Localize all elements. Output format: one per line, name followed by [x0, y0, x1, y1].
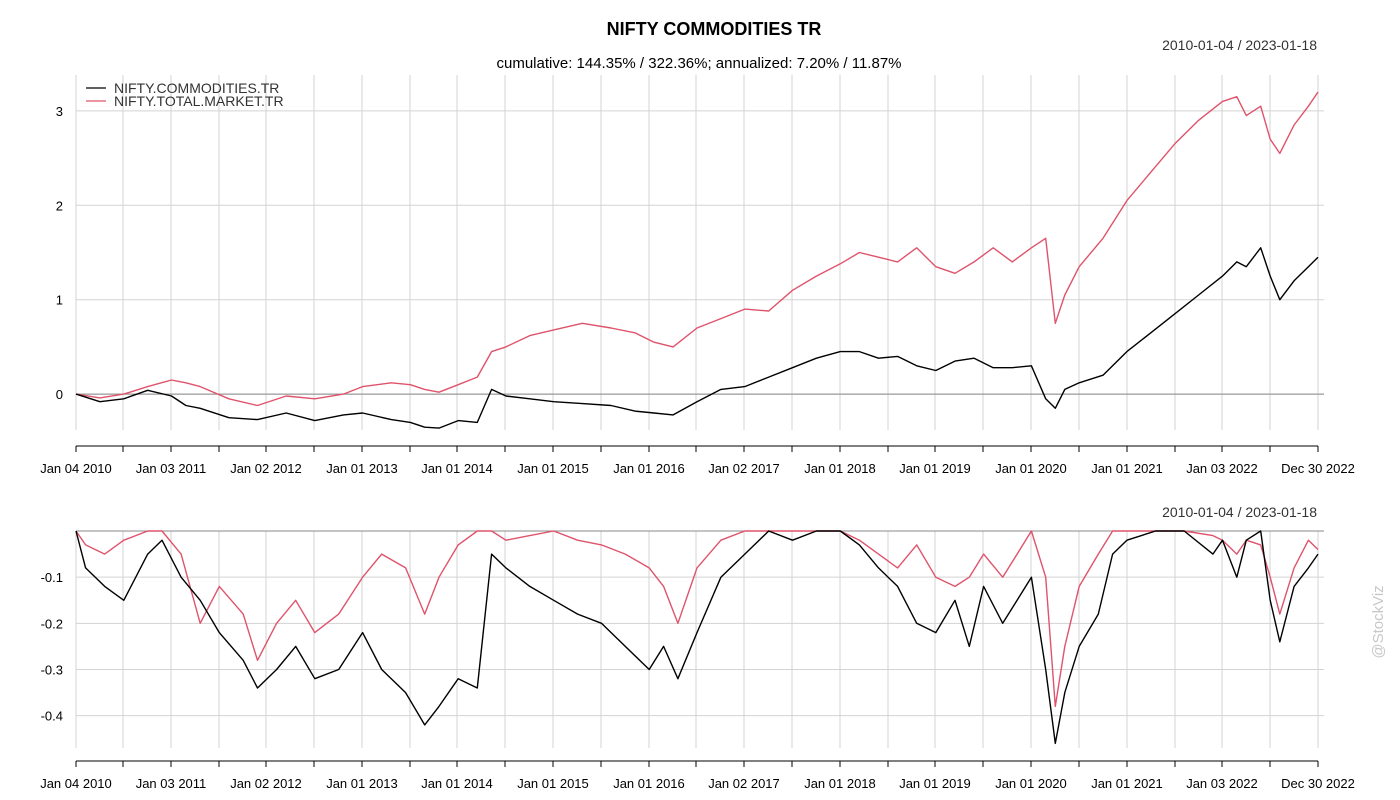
- x-tick-label: Jan 02 2012: [230, 461, 302, 476]
- x-tick-label: Jan 01 2015: [517, 776, 589, 791]
- x-tick-label: Jan 01 2016: [613, 776, 685, 791]
- y-tick-label: 2: [56, 198, 63, 213]
- x-tick-label: Jan 04 2010: [40, 776, 112, 791]
- x-tick-label: Jan 01 2018: [804, 776, 876, 791]
- legend-label-total-market: NIFTY.TOTAL.MARKET.TR: [114, 93, 284, 109]
- x-tick-label: Jan 03 2011: [136, 461, 207, 476]
- x-tick-label: Jan 01 2018: [804, 461, 876, 476]
- x-tick-label: Jan 01 2019: [899, 461, 971, 476]
- x-tick-label: Jan 01 2014: [421, 776, 493, 791]
- y-tick-label: 3: [56, 104, 63, 119]
- x-tick-label: Dec 30 2022: [1281, 461, 1355, 476]
- x-tick-label: Jan 01 2014: [421, 461, 493, 476]
- x-tick-label: Jan 03 2022: [1186, 461, 1258, 476]
- series-line-total-market: [75, 530, 1319, 708]
- y-tick-label: 1: [56, 293, 63, 308]
- x-tick-label: Jan 03 2022: [1186, 776, 1258, 791]
- series-line-commodities: [75, 247, 1319, 429]
- x-tick-label: Jan 02 2017: [708, 461, 780, 476]
- x-tick-label: Jan 01 2013: [326, 461, 398, 476]
- x-tick-label: Jan 01 2019: [899, 776, 971, 791]
- chart-title: NIFTY COMMODITIES TR: [607, 19, 822, 39]
- x-tick-label: Jan 01 2015: [517, 461, 589, 476]
- y-tick-label: -0.1: [41, 570, 63, 585]
- x-tick-label: Jan 01 2021: [1091, 776, 1163, 791]
- y-tick-label: 0: [56, 387, 63, 402]
- legend-label-commodities: NIFTY.COMMODITIES.TR: [114, 80, 279, 96]
- legend: NIFTY.COMMODITIES.TR NIFTY.TOTAL.MARKET.…: [86, 80, 284, 109]
- x-tick-label: Jan 01 2020: [995, 776, 1067, 791]
- x-tick-label: Jan 04 2010: [40, 461, 112, 476]
- date-range-bottom: 2010-01-04 / 2023-01-18: [1162, 504, 1317, 520]
- series-line-total-market: [75, 91, 1319, 407]
- cumulative-panel: 0 1 2 3 Jan 04 2010 Jan 03 2011 Jan 02 2012 Jan…: [40, 75, 1355, 476]
- drawdown-panel: -0.1 -0.2 -0.3 -0.4 Jan 04 2010 Jan 03 2011 Ja…: [40, 530, 1355, 791]
- x-tick-label: Jan 01 2013: [326, 776, 398, 791]
- watermark: @StockViz: [1370, 585, 1387, 658]
- x-tick-label: Jan 03 2011: [136, 776, 207, 791]
- x-tick-label: Jan 01 2020: [995, 461, 1067, 476]
- x-tick-label: Jan 02 2017: [708, 776, 780, 791]
- y-tick-label: -0.2: [41, 616, 63, 631]
- x-tick-label: Dec 30 2022: [1281, 776, 1355, 791]
- chart-subtitle: cumulative: 144.35% / 322.36%; annualize…: [497, 55, 902, 72]
- date-range-top: 2010-01-04 / 2023-01-18: [1162, 37, 1317, 53]
- x-tick-label: Jan 02 2012: [230, 776, 302, 791]
- series-line-commodities: [75, 530, 1319, 745]
- y-tick-label: -0.4: [41, 709, 63, 724]
- x-tick-label: Jan 01 2021: [1091, 461, 1163, 476]
- x-tick-label: Jan 01 2016: [613, 461, 685, 476]
- y-tick-label: -0.3: [41, 663, 63, 678]
